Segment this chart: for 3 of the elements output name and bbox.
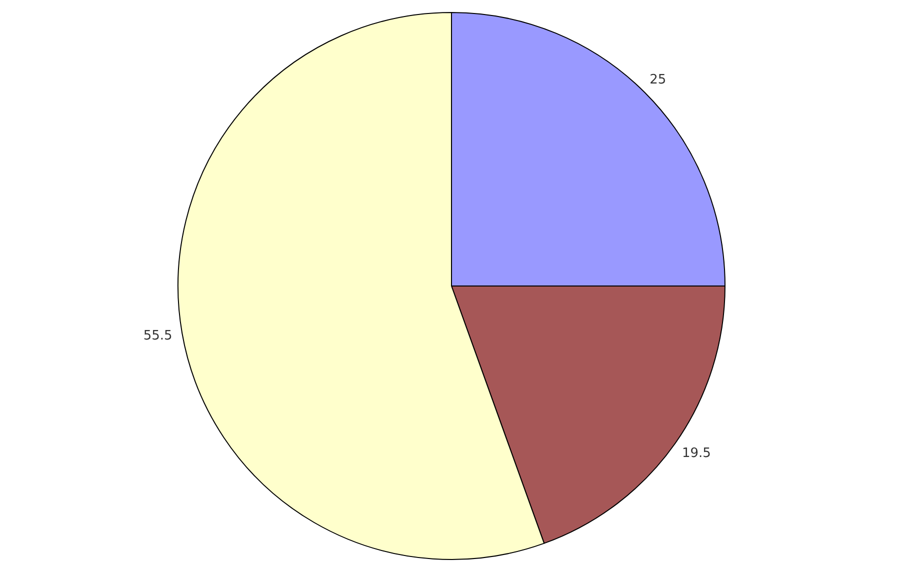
data-label: 25: [650, 72, 666, 88]
data-label: 19.5: [682, 446, 711, 461]
data-label: 55.5: [143, 328, 172, 344]
